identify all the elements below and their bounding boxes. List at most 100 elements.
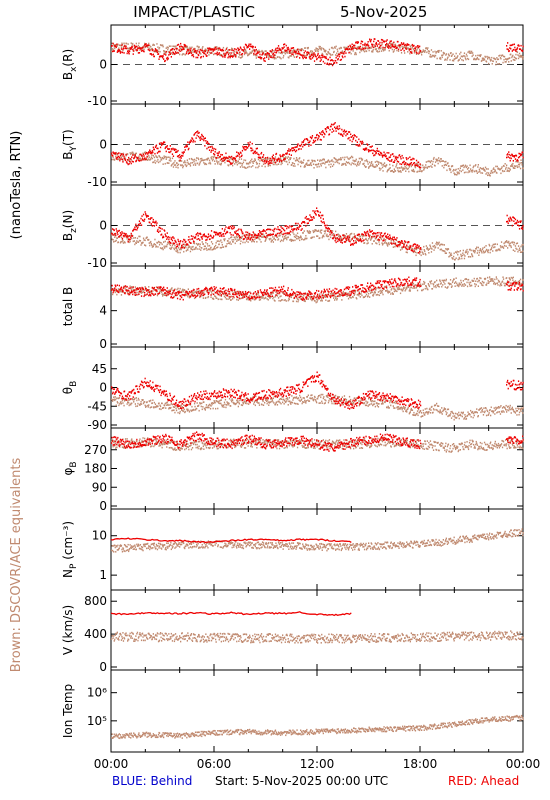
ahead-series-bx-point [174,53,176,55]
brown-series-btot-point [229,293,231,296]
brown-series-bx-point [175,48,178,51]
brown-series-bz-point [260,236,263,238]
ahead-series-bz-point [321,214,323,217]
brown-series-bx-point [428,52,430,55]
brown-series-bx-point [510,53,512,56]
ahead-series-by-point [196,134,198,137]
brown-series-btot-point [223,295,226,298]
brown-series-bz-point [508,244,510,247]
brown-series-by-point [233,158,235,160]
ahead-series-by-point [261,159,263,162]
brown-series-bz-point [438,243,440,245]
brown-series-by-point [312,159,314,162]
ahead-series-bx-point [141,49,144,52]
brown-series-by-point [466,165,468,167]
ahead-series-by-point [295,149,298,152]
brown-series-bz-point [460,253,462,256]
ahead-series-bz-point [353,240,355,242]
ahead-series-bx-point [282,47,284,49]
ahead-series-bx-point [222,56,224,58]
ahead-series-bz-point [312,210,314,212]
brown-series-by-point [516,166,519,169]
ahead-series-bz-point [132,229,134,232]
ahead-series-by-point [194,140,196,143]
ahead-series-bz-point [286,227,288,230]
ahead-series-bx-point [300,54,302,56]
brown-series-btot-point [276,292,278,294]
brown-series-bz-point [205,241,207,244]
ahead-series-bz-point [269,228,271,231]
brown-series-btot-point [269,297,271,299]
brown-series-bz-point [482,250,485,252]
brown-series-by-point [311,159,313,162]
brown-series-by-point [201,157,203,160]
ahead-series-by-point [307,141,309,144]
ahead-series-bx-point [319,60,321,62]
ahead-series-bz-point [401,240,403,243]
brown-series-bz-point [500,246,502,249]
ahead-series-bz-point [223,235,225,237]
ahead-series-bz-point [404,246,406,248]
brown-series-bx-point [376,50,378,52]
ahead-series-bx-point [274,49,277,51]
ahead-series-bz-point [121,231,123,233]
brown-series-bz-point [448,255,450,258]
brown-series-bx-point [455,57,457,59]
ahead-series-bz-point [116,231,118,234]
ahead-series-by-point [274,158,276,160]
ahead-series-bz-point [199,232,201,235]
brown-series-bz-point [295,237,298,240]
ahead-series-by-point [331,128,334,130]
brown-series-bz-point [289,233,291,236]
ahead-series-bz-point [165,235,167,238]
brown-series-by-point [371,165,373,167]
ahead-series-by-point [119,154,122,157]
brown-series-bz-point [258,237,260,240]
brown-series-by-point [204,162,206,165]
ahead-series-bz-point [319,211,321,214]
brown-series-by-point [299,161,301,164]
ahead-series-bx-point [377,40,380,42]
ahead-series-bx-point [355,41,357,43]
brown-series-bz-point [308,230,311,232]
brown-series-bz-point [369,236,371,239]
ahead-series-bx-point [340,58,342,61]
brown-series-bx-point [197,48,199,51]
ahead-series-by-point [354,135,356,137]
brown-series-by-point [130,159,132,161]
brown-series-bz-point [245,240,248,242]
brown-series-bz-point [159,247,162,249]
brown-series-bx-point [157,46,159,48]
ahead-series-bx-point [403,49,405,52]
brown-series-bz-point [210,246,212,249]
brown-series-bz-point [363,242,366,244]
ahead-series-by-point [260,151,263,154]
ahead-series-bx-point [125,45,127,48]
brown-series-bz-point [386,242,388,244]
brown-series-btot-point [275,291,277,293]
brown-series-bx-point [298,49,300,51]
brown-series-bz-point [436,241,438,244]
brown-series-by-point [248,165,250,168]
ahead-series-bx-point [347,48,349,51]
ahead-series-bx-point [203,52,205,55]
ahead-series-bz-point [516,221,518,224]
brown-series-by-point [333,163,335,166]
brown-series-bx-point [359,51,361,54]
brown-series-bz-point [248,233,250,235]
brown-series-bx-point [430,49,433,51]
ahead-series-bx-point [325,56,327,58]
brown-series-by-point [391,169,393,172]
ahead-series-by-point [131,160,133,163]
ahead-series-bz-point [151,217,153,219]
ahead-series-by-point [356,136,358,138]
brown-series-bz-point [326,235,329,238]
brown-series-btot-point [126,289,128,291]
brown-series-bx-point [468,50,470,53]
ahead-series-bx-point [135,45,137,48]
ahead-series-bz-point [250,237,252,240]
brown-series-bz-point [513,241,515,244]
brown-series-bz-point [437,247,439,249]
brown-series-bz-point [163,245,165,248]
ahead-series-bx-point [309,55,312,58]
